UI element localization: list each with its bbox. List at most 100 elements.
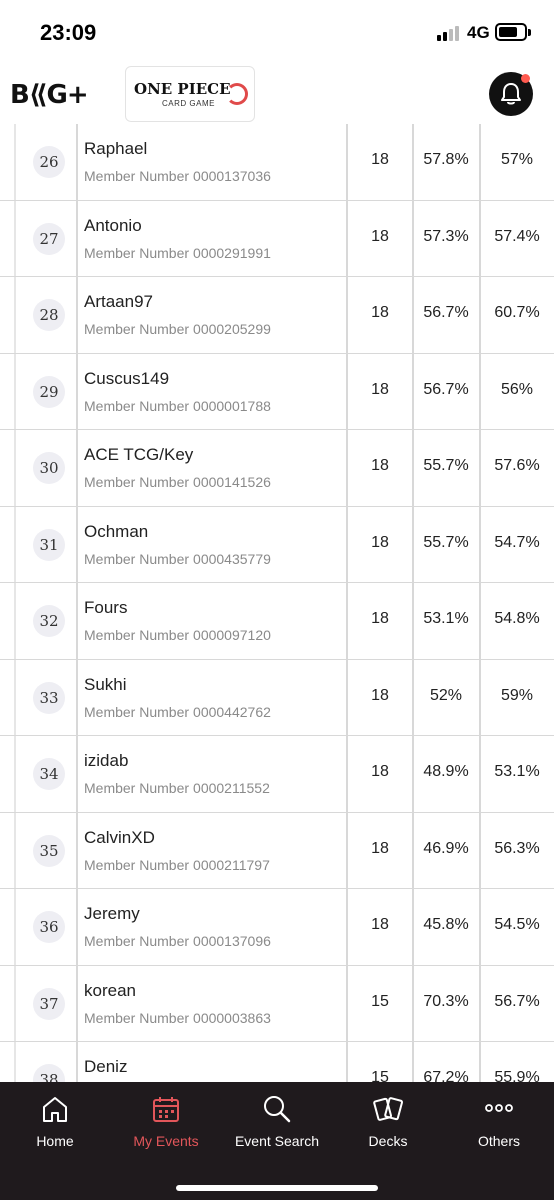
rank-badge: 27 bbox=[33, 222, 65, 255]
nav-others[interactable]: Others bbox=[444, 1082, 554, 1162]
points-cell: 18 bbox=[371, 610, 389, 627]
opponent-win-rate-cell: 52% bbox=[429, 686, 463, 704]
nav-label: Event Search bbox=[234, 1133, 320, 1149]
status-bar: 23:09 4G bbox=[0, 0, 554, 66]
calendar-icon bbox=[153, 1097, 179, 1122]
member-number-value: 0000141526 bbox=[193, 474, 271, 490]
rankings-table[interactable]: 26 Raphael Member Number 0000137036 18 57.8% 5… bbox=[0, 124, 554, 1082]
nav-label: My Events bbox=[133, 1133, 199, 1149]
points-cell: 15 bbox=[371, 992, 389, 1010]
home-icon bbox=[43, 1097, 67, 1122]
member-number: Member Number 0000291991 bbox=[84, 245, 271, 261]
game-win-rate-cell: 59% bbox=[500, 686, 534, 704]
rank-badge: 34 bbox=[33, 758, 65, 790]
network-type: 4G bbox=[467, 23, 490, 42]
game-win-rate-cell: 56.7% bbox=[494, 992, 540, 1010]
opponent-win-rate-cell: 45.8% bbox=[423, 916, 469, 933]
player-name: korean bbox=[84, 980, 136, 1000]
table-row[interactable]: 35 CalvinXD Member Number 0000211797 18 46.9%… bbox=[0, 813, 554, 889]
table-left-border bbox=[14, 124, 16, 1082]
game-win-rate-cell: 57% bbox=[500, 151, 534, 168]
member-number-label: Member Number bbox=[84, 933, 190, 949]
search-icon bbox=[264, 1096, 291, 1123]
bell-icon bbox=[501, 83, 521, 105]
member-number-value: 0000291991 bbox=[193, 244, 271, 261]
nav-label: Decks bbox=[368, 1133, 408, 1149]
game-win-rate-cell: 57.6% bbox=[494, 457, 540, 474]
table-row[interactable]: 26 Raphael Member Number 0000137036 18 57.8% 5… bbox=[0, 124, 554, 201]
table-row[interactable]: 31 Ochman Member Number 0000435779 18 55.7% 54… bbox=[0, 507, 554, 583]
member-number-label: Member Number bbox=[84, 321, 190, 337]
member-number-value: 0000003863 bbox=[193, 1009, 271, 1026]
player-name: ACE TCG/Key bbox=[84, 445, 194, 464]
member-number: Member Number 0000435779 bbox=[84, 551, 271, 567]
member-number-label: Member Number bbox=[84, 168, 190, 184]
nav-decks[interactable]: Decks bbox=[333, 1082, 443, 1162]
opponent-win-rate-cell: 67.2% bbox=[423, 1069, 469, 1082]
table-row[interactable]: 33 Sukhi Member Number 0000442762 18 52% 59% bbox=[0, 660, 554, 736]
table-row[interactable]: 38 Deniz 15 67.2% 55.9% bbox=[0, 1042, 554, 1082]
notification-dot bbox=[521, 74, 530, 83]
signal-icon bbox=[437, 25, 463, 41]
member-number: Member Number 0000211552 bbox=[84, 780, 270, 796]
nav-label: Home bbox=[36, 1133, 74, 1149]
table-row[interactable]: 28 Artaan97 Member Number 0000205299 18 56.7%… bbox=[0, 277, 554, 354]
member-number: Member Number 0000137036 bbox=[84, 168, 271, 184]
table-row[interactable]: 34 izidab Member Number 0000211552 18 48.9% 53… bbox=[0, 736, 554, 813]
member-number-value: 0000137036 bbox=[193, 168, 271, 184]
rank-badge: 38 bbox=[33, 1064, 65, 1082]
game-win-rate-cell: 56.3% bbox=[494, 839, 540, 857]
column-divider bbox=[346, 124, 348, 1082]
rank-badge: 28 bbox=[33, 299, 65, 331]
rank-badge: 37 bbox=[33, 987, 65, 1020]
opponent-win-rate-cell: 53.1% bbox=[423, 610, 469, 627]
game-win-rate-cell: 53.1% bbox=[494, 763, 540, 780]
game-logo-emblem bbox=[226, 83, 248, 105]
nav-event-search[interactable]: Event Search bbox=[222, 1082, 332, 1162]
column-divider bbox=[412, 124, 414, 1082]
member-number-value: 0000137096 bbox=[193, 933, 271, 949]
member-number-value: 0000435779 bbox=[193, 550, 271, 567]
table-row[interactable]: 27 Antonio Member Number 0000291991 18 57.3% 5… bbox=[0, 201, 554, 277]
table-row[interactable]: 32 Fours Member Number 0000097120 18 53.1% 54.… bbox=[0, 583, 554, 660]
table-row[interactable]: 29 Cuscus149 Member Number 0000001788 18 56.7… bbox=[0, 354, 554, 430]
opponent-win-rate-cell: 56.7% bbox=[423, 380, 469, 398]
opponent-win-rate-cell: 46.9% bbox=[423, 839, 469, 857]
member-number: Member Number 0000205299 bbox=[84, 321, 271, 337]
member-number-label: Member Number bbox=[84, 703, 190, 720]
points-cell: 18 bbox=[371, 916, 389, 933]
rank-badge: 32 bbox=[33, 605, 65, 637]
player-name: Artaan97 bbox=[84, 292, 153, 311]
points-cell: 18 bbox=[371, 839, 389, 857]
member-number-label: Member Number bbox=[84, 856, 190, 873]
points-cell: 18 bbox=[371, 227, 389, 245]
game-win-rate-cell: 56% bbox=[500, 380, 534, 398]
member-number-label: Member Number bbox=[84, 474, 190, 490]
cards-icon bbox=[373, 1097, 404, 1121]
game-logo[interactable]: ONE PIECE CARD GAME bbox=[125, 66, 255, 122]
status-time: 23:09 bbox=[40, 20, 97, 45]
member-number: Member Number 0000003863 bbox=[84, 1010, 271, 1026]
member-number-value: 0000097120 bbox=[193, 627, 271, 643]
opponent-win-rate-cell: 48.9% bbox=[423, 763, 469, 780]
member-number: Member Number 0000211797 bbox=[84, 857, 270, 873]
opponent-win-rate-cell: 56.7% bbox=[423, 304, 469, 321]
player-name: Ochman bbox=[84, 521, 149, 541]
player-name: Antonio bbox=[84, 215, 142, 235]
member-number-label: Member Number bbox=[84, 780, 190, 796]
member-number-value: 0000205299 bbox=[193, 321, 271, 337]
brand-logo[interactable]: B⟪G+ bbox=[10, 80, 89, 110]
table-row[interactable]: 37 korean Member Number 0000003863 15 70.3% 56… bbox=[0, 966, 554, 1042]
nav-home[interactable]: Home bbox=[0, 1082, 110, 1162]
player-name: Fours bbox=[84, 598, 128, 617]
member-number: Member Number 0000137096 bbox=[84, 933, 271, 949]
table-row[interactable]: 36 Jeremy Member Number 0000137096 18 45.8% 54… bbox=[0, 889, 554, 966]
game-logo-title: ONE PIECE bbox=[134, 80, 231, 98]
player-name: Deniz bbox=[84, 1057, 128, 1076]
notification-button[interactable] bbox=[489, 72, 533, 116]
game-win-rate-cell: 54.7% bbox=[494, 533, 540, 551]
nav-my-events[interactable]: My Events bbox=[111, 1082, 221, 1162]
opponent-win-rate-cell: 57.3% bbox=[423, 227, 469, 245]
table-row[interactable]: 30 ACE TCG/Key Member Number 0000141526 18 55… bbox=[0, 430, 554, 507]
app-header: B⟪G+ ONE PIECE CARD GAME bbox=[0, 66, 554, 124]
